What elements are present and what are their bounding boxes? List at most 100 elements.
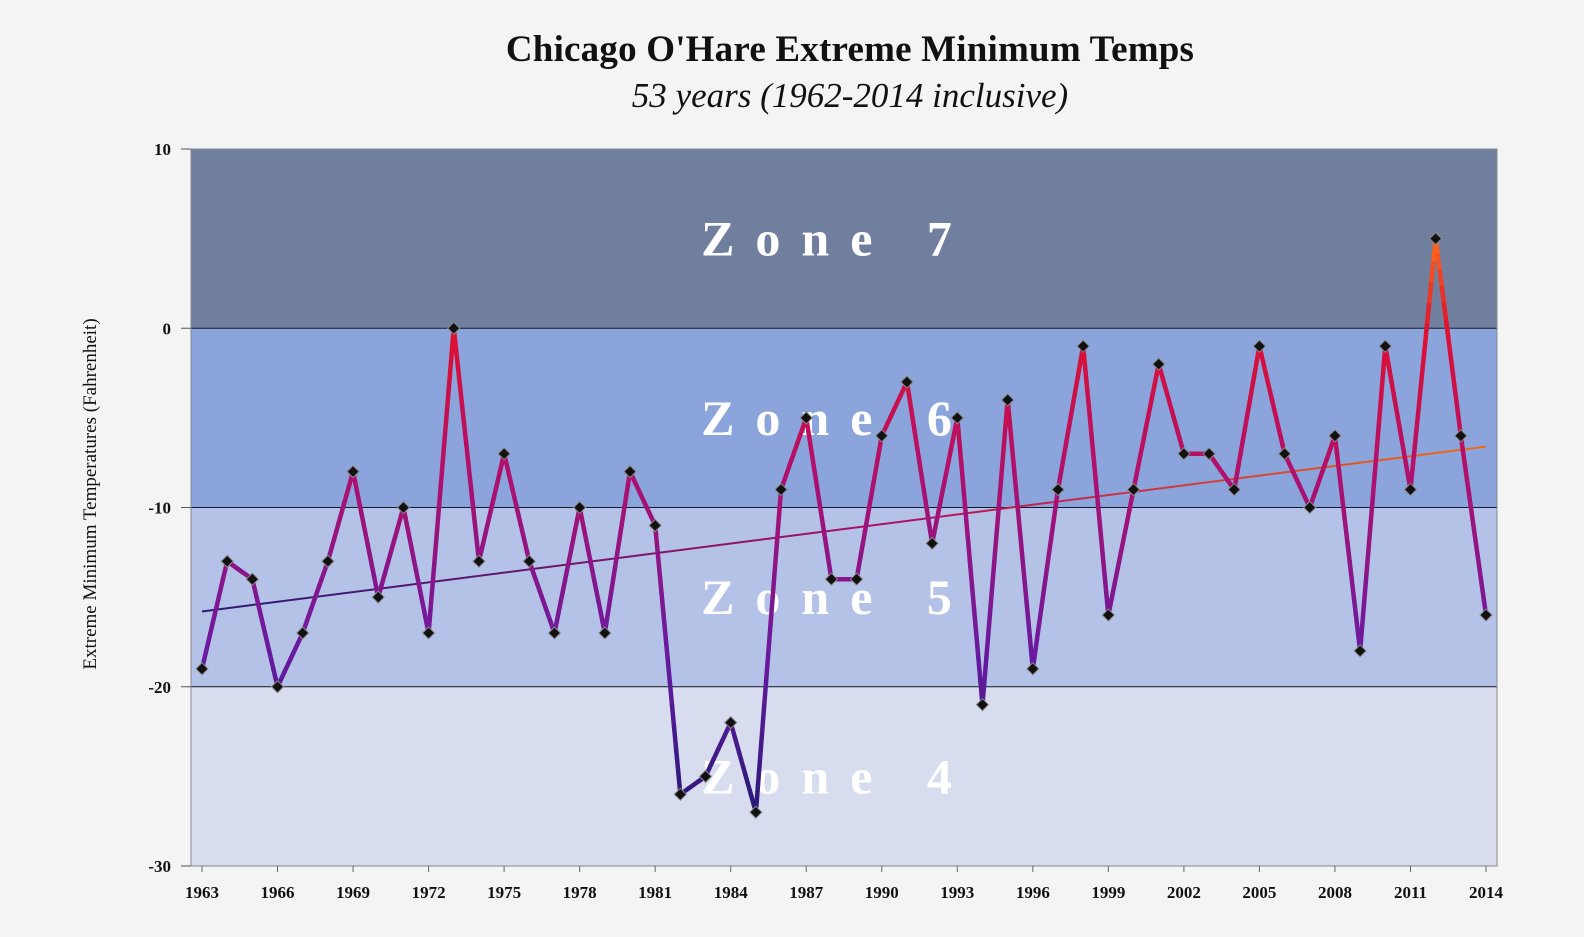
series-line-segment: [1091, 455, 1099, 483]
series-line-segment: [1435, 252, 1443, 274]
series-line-segment: [1089, 433, 1096, 461]
series-line-segment: [619, 509, 626, 528]
data-point: [1076, 339, 1090, 353]
series-line-segment: [772, 541, 780, 573]
data-point: [220, 554, 234, 568]
series-line-segment: [669, 702, 677, 730]
series-line-segment: [1366, 521, 1373, 552]
series-line-segment: [604, 603, 612, 622]
series-line-segment: [1020, 554, 1027, 582]
series-line-segment: [468, 481, 475, 506]
series-line-segment: [1450, 367, 1457, 389]
data-point: [346, 464, 360, 479]
series-line-segment: [1032, 636, 1040, 657]
series-line-segment: [1024, 599, 1031, 627]
series-line-segment: [963, 511, 971, 540]
x-tick-label: 1990: [865, 883, 899, 902]
data-point: [875, 429, 889, 443]
data-point: [1378, 339, 1393, 353]
data-point: [623, 464, 637, 479]
series-line-segment: [663, 635, 671, 663]
series-line-segment: [917, 460, 924, 479]
chart-subtitle: 53 years (1962-2014 inclusive): [631, 76, 1069, 115]
series-line-segment: [1477, 567, 1485, 588]
series-line-segment: [1043, 562, 1050, 582]
series-line-segment: [921, 487, 929, 506]
series-line-segment: [1416, 382, 1424, 409]
series-line-segment: [1038, 591, 1046, 612]
series-line-segment: [1093, 478, 1101, 506]
series-line-segment: [906, 393, 914, 412]
data-point: [925, 536, 939, 551]
series-line-segment: [661, 612, 668, 640]
series-line-segment: [755, 756, 763, 788]
series-line-segment: [434, 503, 442, 534]
data-point: [270, 680, 285, 694]
series-line-segment: [1429, 257, 1436, 283]
series-line-segment: [613, 550, 620, 569]
chart-title: Chicago O'Hare Extreme Minimum Temps: [505, 29, 1195, 70]
series-line-segment: [1464, 478, 1472, 498]
series-line-segment: [992, 524, 1000, 555]
data-point: [774, 482, 788, 497]
x-tick-label: 1999: [1091, 883, 1125, 902]
x-tick-label: 1978: [563, 883, 597, 902]
series-line-segment: [990, 550, 998, 580]
series-line-segment: [923, 500, 931, 519]
series-line-segment: [430, 554, 438, 585]
series-line-segment: [768, 594, 775, 627]
series-line-segment: [816, 496, 824, 515]
series-line-segment: [1378, 369, 1386, 400]
series-line-segment: [1473, 538, 1480, 558]
series-line-segment: [1362, 572, 1369, 603]
data-point: [749, 805, 763, 819]
series-line-segment: [441, 427, 448, 458]
series-line-segment: [1338, 487, 1346, 510]
data-point: [950, 411, 965, 425]
series-line-segment: [820, 523, 828, 542]
x-tick-label: 1969: [336, 883, 370, 902]
series-line-segment: [1454, 400, 1461, 422]
series-line-segment: [608, 576, 616, 595]
series-line-segment: [1374, 420, 1382, 450]
series-line-segment: [824, 550, 832, 569]
x-tick-label: 1981: [638, 883, 672, 902]
series-line-segment: [1469, 508, 1476, 528]
series-line-segment: [1051, 502, 1059, 522]
series-line-segment: [1422, 320, 1430, 346]
data-point: [547, 626, 562, 640]
series-line-segment: [455, 364, 463, 389]
series-line-segment: [1418, 361, 1426, 388]
series-line-segment: [762, 675, 769, 707]
data-point: [799, 411, 813, 425]
data-point: [447, 321, 461, 335]
data-point: [723, 715, 738, 730]
series-line-segment: [1351, 594, 1359, 618]
zone-band: [191, 686, 1497, 866]
series-line-segment: [1471, 523, 1478, 543]
data-point: [1101, 608, 1116, 622]
data-point: [1227, 482, 1241, 497]
series-line-segment: [959, 463, 966, 492]
x-tick-label: 2008: [1318, 883, 1352, 902]
trend-line: [201, 445, 1487, 613]
data-point: [572, 500, 587, 515]
series-line-segment: [1007, 420, 1015, 448]
series-line-segment: [1439, 285, 1447, 307]
series-line-segment: [1437, 269, 1445, 291]
data-point: [1353, 644, 1367, 658]
series-line-segment: [1045, 547, 1052, 567]
series-line-segment: [915, 446, 922, 465]
series-line-segment: [1047, 532, 1054, 552]
data-point: [1479, 608, 1493, 622]
data-point: [245, 572, 260, 586]
series-line-segment: [766, 621, 773, 654]
x-tick-label: 1963: [185, 883, 219, 902]
series-line-segment: [812, 469, 819, 488]
series-line-segment: [1443, 318, 1451, 340]
data-point: [1051, 482, 1065, 497]
data-point: [1202, 447, 1216, 461]
series-line-segment: [818, 509, 826, 528]
series-line-segment: [462, 423, 469, 448]
